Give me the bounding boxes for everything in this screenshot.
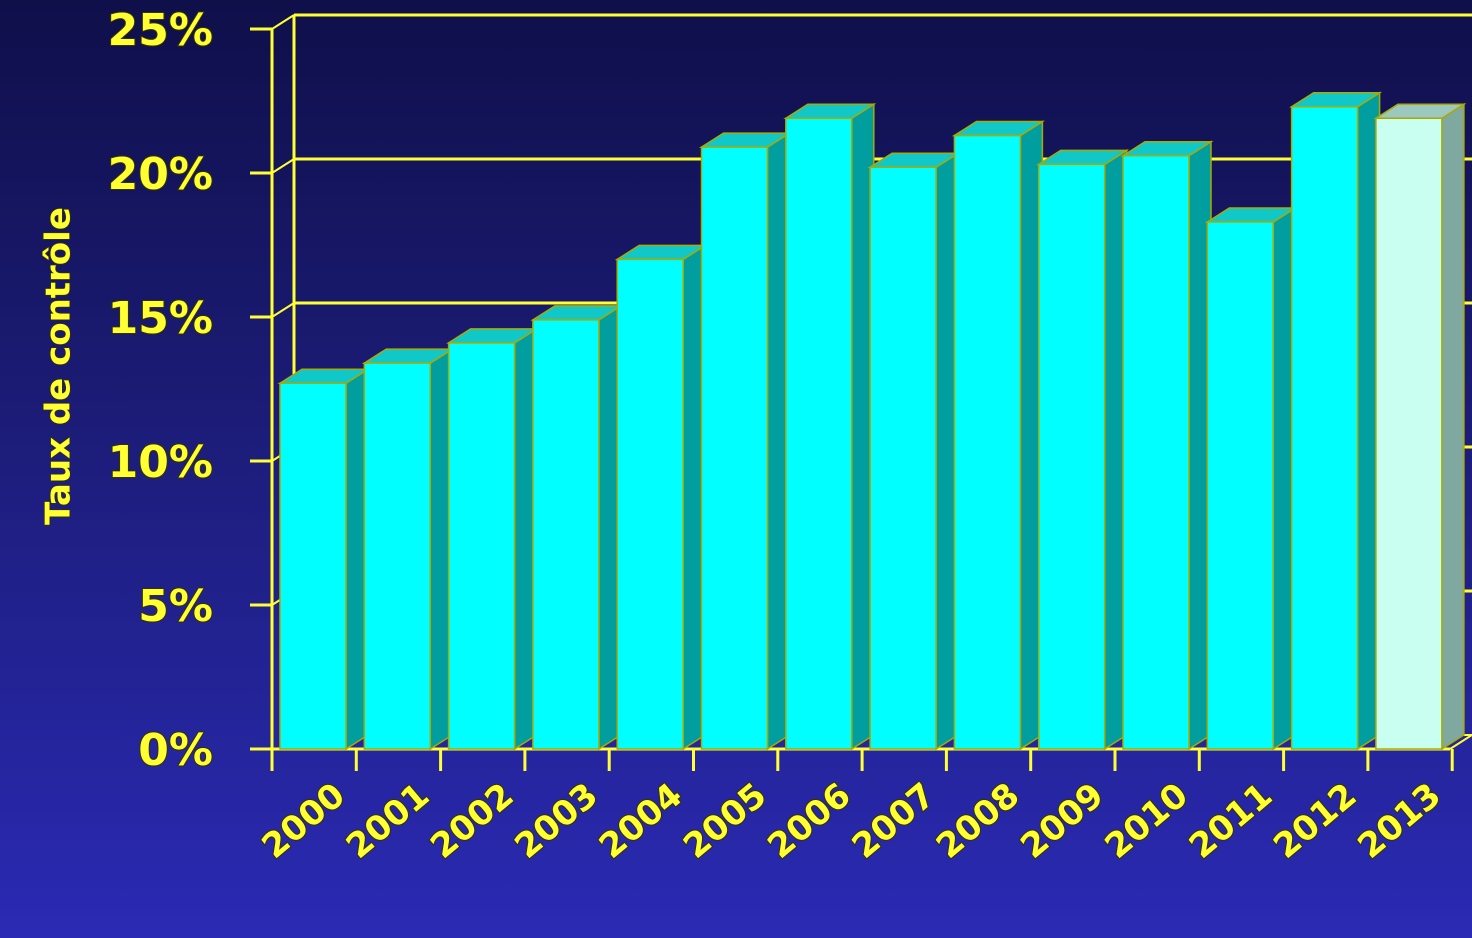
x-tick-label: 2002 (423, 775, 521, 866)
x-tick-label: 2013 (1350, 775, 1448, 866)
bar-front (1037, 163, 1106, 750)
x-tick-label: 2000 (255, 775, 353, 866)
gridline-depth (271, 14, 295, 30)
bar-2011 (1204, 206, 1298, 751)
bar-2010 (1120, 140, 1214, 751)
bar-front (700, 146, 769, 750)
bar-front (1375, 117, 1443, 750)
bar-2003 (530, 304, 624, 751)
x-tick-label: 2011 (1182, 775, 1280, 866)
x-tick-label: 2006 (760, 775, 858, 866)
bar-2005 (698, 131, 793, 751)
bar-2006 (783, 102, 877, 751)
bar-front (785, 117, 853, 750)
chart-bars (277, 91, 1467, 751)
gridline-depth (271, 302, 295, 318)
bar-2013 (1373, 102, 1467, 751)
x-tick-label: 2007 (845, 775, 943, 866)
bar-front (532, 319, 600, 750)
y-tick-label: 10% (108, 437, 213, 488)
bar-2002 (446, 327, 540, 751)
bar-front (869, 166, 937, 750)
bar-2012 (1289, 91, 1383, 751)
bar-front (1206, 221, 1275, 750)
y-tick-label: 20% (108, 149, 213, 200)
y-tick-labels: 0% 5% 10% 15% 20% 25% (107, 4, 214, 777)
gridline-depth (271, 158, 295, 174)
x-tick-label: 2005 (676, 775, 774, 866)
x-tick-labels: 2000200120022003200420052006200720082009… (254, 774, 1450, 867)
y-tick-label: 0% (138, 725, 213, 776)
bar-front (363, 362, 432, 750)
x-tick-label: 2008 (929, 775, 1027, 866)
x-axis-depth (1449, 734, 1472, 750)
x-tick-label: 2010 (1098, 775, 1196, 866)
bar-front (953, 134, 1022, 750)
y-tick-label: 5% (138, 581, 213, 632)
bar-side (1441, 102, 1465, 751)
x-tick-label: 2003 (507, 775, 605, 866)
bar-2004 (614, 244, 708, 751)
x-tick-label: 2001 (339, 775, 437, 866)
bar-2001 (361, 347, 455, 751)
bar-front (1122, 154, 1190, 750)
x-tick-label: 2009 (1013, 775, 1111, 866)
bar-2008 (951, 120, 1045, 751)
bar-front (616, 258, 684, 750)
x-tick-label: 2012 (1266, 775, 1364, 866)
y-tick-label: 25% (108, 5, 213, 56)
y-axis-label: Taux de contrôle (39, 207, 79, 525)
bar-front (1290, 106, 1359, 750)
y-tick-label: 15% (108, 293, 213, 344)
bar-front (447, 342, 516, 750)
bar-2009 (1036, 148, 1130, 751)
bar-2000 (277, 367, 371, 751)
bar-2007 (867, 151, 961, 751)
bar-front (279, 382, 347, 750)
x-tick-label: 2004 (592, 775, 690, 866)
